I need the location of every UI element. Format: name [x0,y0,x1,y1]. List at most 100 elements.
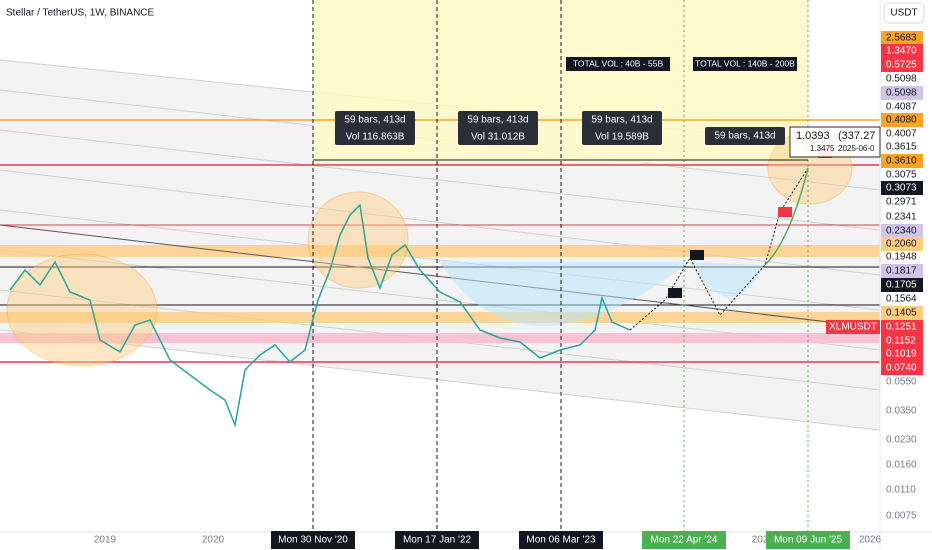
tooltip-price: 1.3475 [810,144,835,153]
price-label-bg [881,44,923,58]
symbol-label-bg [826,320,880,334]
price-label: 0.1019 [886,349,917,360]
price-label-bg [881,320,923,334]
range-bars: 59 bars, 413d [591,115,652,126]
price-label: 0.3073 [886,183,917,194]
time-label: Mon 17 Jan '22 [403,535,472,546]
price-label: 0.1564 [886,294,917,305]
time-label: 2020 [202,535,225,546]
symbol-label: XLMUSDT [829,322,877,333]
price-label-bg [881,86,923,100]
time-label: 2019 [94,535,117,546]
circle [6,253,158,367]
price-label: 0.1405 [886,308,917,319]
range-bars: 59 bars, 413d [467,115,528,126]
price-label-bg [881,181,923,195]
time-label-bg [271,531,355,549]
price-label: 2.5683 [886,33,917,44]
total-vol: TOTAL VOL : 40B - 55B [573,58,664,68]
price-label-bg [881,306,923,320]
tooltip-bg [789,126,881,158]
tooltip-value: 1.0393 [796,130,830,142]
range-info-bg [335,111,415,145]
zone [0,333,880,343]
price-label: 0.4007 [886,129,917,140]
price-label: 0.2971 [886,197,917,208]
range-vol: Vol 116.863B [346,132,405,143]
flag [690,250,704,260]
price-label: 0.0075 [886,511,917,522]
tooltip-change: (337.27 [838,130,875,142]
total-bg [693,57,797,71]
price-label-bg [881,31,923,45]
price-label-bg [881,58,923,72]
price-label: 0.0740 [886,363,917,374]
vlines-proj [683,0,809,532]
total-bg [566,57,670,71]
chart-title: Stellar / TetherUS, 1W, BINANCE [6,8,155,19]
price-label-bg [881,237,923,251]
zone [0,245,880,257]
time-label-bg [766,531,850,549]
range-info-bg [705,127,785,145]
price-label: 0.0160 [886,460,917,471]
price-label-bg [881,278,923,292]
price-label-bg [881,264,923,278]
range-info-bg [582,111,662,145]
vlines [312,0,562,532]
time-label-bg [519,531,603,549]
price-label-bg [881,224,923,238]
price-label: 0.1251 [886,322,917,333]
currency-button[interactable] [883,2,925,24]
price-label: 0.1948 [886,252,917,263]
handle [690,262,765,297]
price-label: 1.3470 [886,46,917,57]
time-label-bg [642,531,726,549]
price-label-bg [881,361,923,375]
price-label-bg [881,154,923,168]
range-info-bg [458,111,538,145]
price-label-bg [881,334,923,348]
price-label: 0.3075 [886,170,917,181]
price-label: 0.5098 [886,88,917,99]
price-label: 0.0550 [886,377,917,388]
cup [440,262,690,326]
time-label: Mon 30 Nov '20 [278,535,348,546]
price-label: 0.0110 [886,485,916,496]
circle [307,191,409,289]
price-label: 0.1817 [886,266,917,277]
time-label: 2026 [859,535,882,546]
time-label: Mon 06 Mar '23 [526,535,596,546]
price-label: 0.2060 [886,239,917,250]
zone [0,312,880,323]
range-bars: 59 bars, 413d [714,131,775,142]
price-label: 0.5098 [886,74,917,85]
price-label: 0.5725 [886,60,917,71]
time-label: Mon 09 Jun '25 [774,535,843,546]
price-label: 0.3610 [886,156,917,167]
price-label: 0.2341 [886,212,917,223]
time-label-bg [395,531,479,549]
flag [668,288,682,298]
flag [778,207,792,217]
price-label: 0.3615 [886,142,917,153]
range-vol: Vol 19.589B [595,132,649,143]
price-label: 0.4080 [886,115,917,126]
price-label: 0.1705 [886,280,917,291]
range-vol: Vol 31.012B [471,132,525,143]
price-label: 0.2340 [886,226,917,237]
currency-button-label[interactable]: USDT [890,8,917,19]
price-label: 0.4087 [886,102,917,113]
price-label-bg [881,113,923,127]
total-vol: TOTAL VOL : 140B - 200B [695,58,795,68]
price-label: 0.0350 [886,406,917,417]
tooltip-date: 2025-06-0 [838,144,875,153]
range-bars: 59 bars, 413d [344,115,405,126]
time-label: Mon 22 Apr '24 [651,535,718,546]
price-label: 0.0230 [886,435,917,446]
time-label: 202 [752,535,769,546]
trend-line [0,224,880,329]
price-label: 0.1152 [886,336,916,347]
projection [764,167,809,266]
